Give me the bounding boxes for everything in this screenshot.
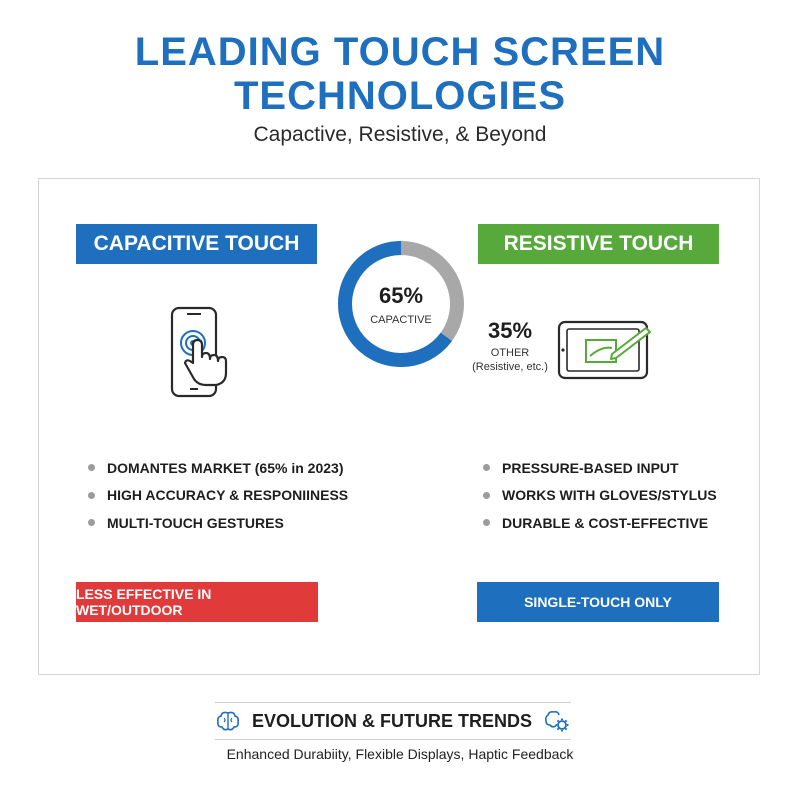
bullet-dot [88, 519, 95, 527]
gear-brain-icon [544, 711, 569, 732]
bullet-text: MULTI-TOUCH GESTURES [107, 514, 284, 531]
resistive-limitation-bar: SINGLE-TOUCH ONLY [477, 582, 719, 622]
resistive-feature-list: PRESSURE-BASED INPUT WORKS WITH GLOVES/S… [483, 454, 717, 537]
other-percent: 35% [487, 318, 533, 343]
list-item: DOMANTES MARKET (65% in 2023) [88, 454, 348, 482]
trends-subtitle: Enhanced Durabiity, Flexible Displays, H… [226, 746, 574, 762]
donut-capacitive-segment [338, 241, 452, 367]
trends-title: EVOLUTION & FUTURE TRENDS [251, 710, 532, 731]
capacitive-limitation-bar: LESS EFFECTIVE IN WET/OUTDOOR [76, 582, 318, 622]
other-label-line-1: OTHER [490, 347, 530, 359]
bullet-text: HIGH ACCURACY & RESPONIINESS [107, 487, 349, 504]
trends-header: EVOLUTION & FUTURE TRENDS [215, 702, 571, 740]
bullet-text: WORKS WITH GLOVES/STYLUS [502, 487, 717, 504]
resistive-banner: RESISTIVE TOUCH [478, 224, 719, 264]
brain-icon [216, 711, 239, 731]
market-share-donut [338, 241, 464, 367]
title-line-2: TECHNOLOGIES [233, 74, 567, 118]
bullet-dot [483, 519, 490, 527]
bullet-dot [88, 464, 95, 472]
other-share-label: OTHER (Resistive, etc.) [462, 346, 558, 374]
page-subtitle: Capactive, Resistive, & Beyond [253, 123, 547, 146]
list-item: WORKS WITH GLOVES/STYLUS [483, 482, 717, 510]
bullet-text: DURABLE & COST-EFFECTIVE [502, 514, 709, 531]
phone-touch-icon [170, 306, 228, 398]
bullet-text: DOMANTES MARKET (65% in 2023) [107, 459, 344, 476]
capacitive-percent: 65% [378, 283, 424, 308]
list-item: HIGH ACCURACY & RESPONIINESS [88, 482, 348, 510]
capacitive-banner: CAPACITIVE TOUCH [76, 224, 317, 264]
list-item: DURABLE & COST-EFFECTIVE [483, 509, 717, 537]
page-title: LEADING TOUCH SCREEN TECHNOLOGIES [0, 30, 800, 118]
bullet-dot [483, 491, 490, 499]
tablet-stylus-icon [557, 320, 651, 380]
title-line-1: LEADING TOUCH SCREEN [134, 30, 666, 74]
list-item: MULTI-TOUCH GESTURES [88, 509, 348, 537]
bullet-dot [88, 491, 95, 499]
other-label-line-2: (Resistive, etc.) [472, 361, 548, 373]
bullet-text: PRESSURE-BASED INPUT [502, 459, 679, 476]
capacitive-share-label: CAPACTIVE [370, 314, 432, 326]
capacitive-feature-list: DOMANTES MARKET (65% in 2023) HIGH ACCUR… [88, 454, 348, 537]
list-item: PRESSURE-BASED INPUT [483, 454, 717, 482]
bullet-dot [483, 464, 490, 472]
